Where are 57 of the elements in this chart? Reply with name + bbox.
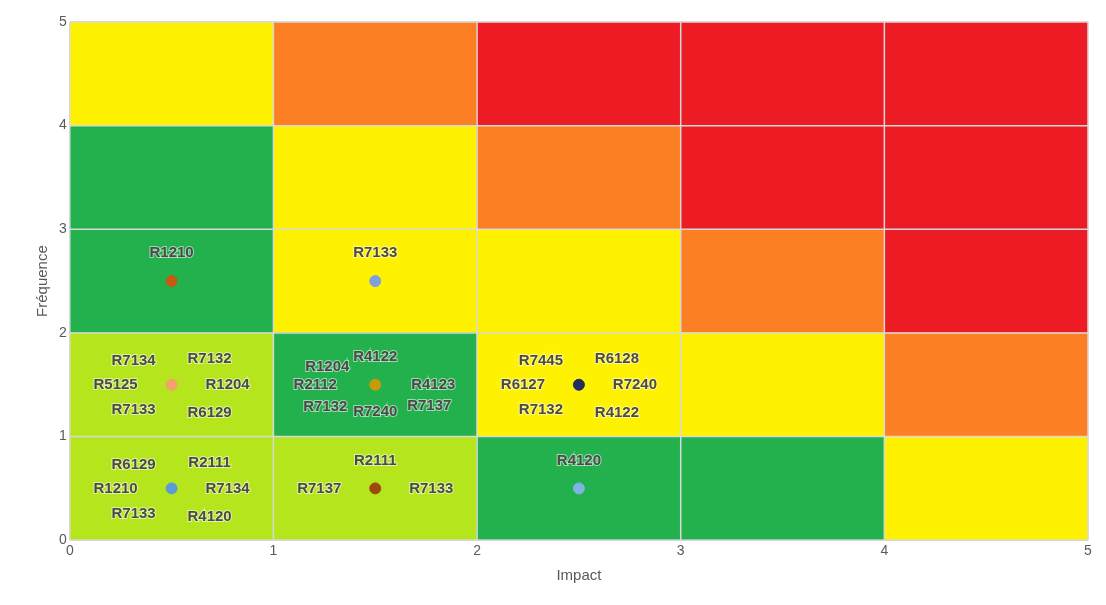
annotation: R6129 — [111, 454, 156, 472]
bar — [476, 125, 682, 230]
x-tick-label: 5 — [1084, 542, 1093, 559]
annotation: R7133 — [409, 478, 454, 496]
annotation: R7132 — [518, 399, 563, 417]
annotation: R7133 — [111, 503, 156, 521]
point — [572, 378, 585, 391]
y-tick-label: 4 — [58, 116, 67, 133]
annotation: R4122 — [353, 346, 398, 364]
bar — [680, 228, 885, 334]
y-tick-label: 0 — [58, 531, 67, 548]
annotation: R7137 — [407, 395, 452, 413]
y-tick-label: 5 — [58, 12, 67, 29]
point — [572, 482, 585, 495]
x-tick-label: 2 — [473, 542, 482, 559]
annotation: R7134 — [205, 478, 251, 496]
annotation: R1210 — [149, 243, 194, 261]
x-tick-label: 1 — [269, 542, 278, 559]
bar — [884, 332, 1088, 437]
y-axis-title: Fréquence — [33, 245, 51, 317]
annotation: R7132 — [303, 396, 348, 414]
annotation: R6127 — [500, 374, 545, 392]
annotation: R2111 — [353, 450, 397, 468]
annotation: R4120 — [556, 450, 601, 468]
point — [165, 482, 178, 495]
y-tick-label: 3 — [58, 220, 67, 237]
annotation: R2111 — [188, 452, 231, 470]
annotation: R7445 — [518, 350, 563, 368]
annotation: R1204 — [205, 374, 251, 392]
point — [165, 378, 178, 391]
annotation: R7137 — [297, 478, 342, 496]
annotation: R1210 — [93, 478, 138, 496]
annotation: R6128 — [594, 348, 639, 366]
bar — [476, 228, 682, 334]
x-tick-label: 3 — [676, 542, 685, 559]
bar — [273, 22, 478, 126]
annotation: R1204 — [305, 356, 351, 374]
annotation: R6129 — [187, 402, 232, 420]
annotation: R7240 — [353, 401, 398, 419]
y-tick-label: 2 — [58, 323, 67, 340]
x-axis-title: Impact — [556, 566, 603, 584]
annotation: R7133 — [111, 399, 156, 417]
annotation: R7133 — [353, 243, 398, 261]
y-tick-label: 1 — [58, 427, 67, 444]
point — [165, 275, 178, 288]
annotation: R4122 — [594, 402, 639, 420]
point — [369, 275, 382, 288]
annotation: R7132 — [187, 348, 232, 366]
point — [369, 482, 382, 495]
point — [369, 378, 382, 391]
annotation: R7134 — [111, 350, 157, 368]
annotation: R5125 — [93, 374, 138, 392]
annotation: R4123 — [411, 374, 456, 392]
annotation: R7240 — [612, 374, 657, 392]
x-tick-label: 4 — [880, 542, 889, 559]
annotation: R2112 — [293, 374, 337, 392]
annotation: R4120 — [187, 506, 232, 524]
